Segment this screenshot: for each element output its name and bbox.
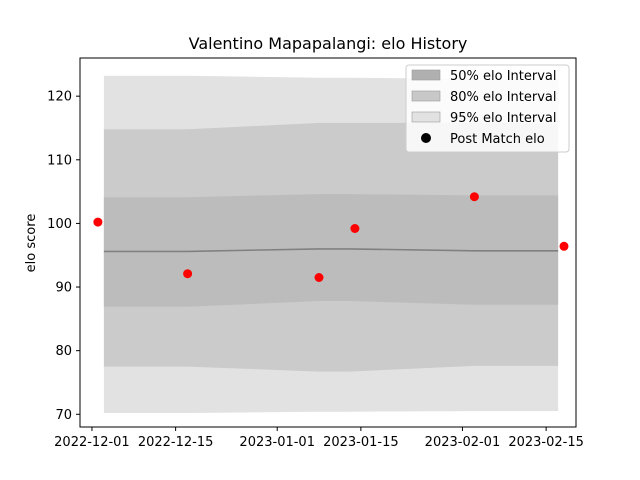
post-match-elo-point xyxy=(559,241,569,251)
legend-swatch-point xyxy=(421,133,431,143)
post-match-elo-point xyxy=(183,269,193,279)
mean-elo-line xyxy=(103,248,559,253)
legend: 50% elo Interval 80% elo Interval 95% elo … xyxy=(405,64,570,153)
legend-label: 95% elo Interval xyxy=(450,111,557,126)
y-tick-label: 80 xyxy=(55,344,72,359)
y-axis-label: elo score xyxy=(24,214,39,273)
post-match-elo-point xyxy=(469,192,479,202)
chart-title: Valentino Mapapalangi: elo History xyxy=(189,34,468,53)
x-tick-label: 2023-01-15 xyxy=(323,435,399,450)
x-tick-label: 2022-12-15 xyxy=(138,435,214,450)
interval-band-2 xyxy=(103,194,559,307)
post-match-elo-point xyxy=(350,224,360,233)
y-tick-label: 90 xyxy=(55,281,72,296)
y-tick-label: 120 xyxy=(47,90,72,105)
legend-label: Post Match elo xyxy=(450,132,545,147)
legend-swatch-band xyxy=(411,69,441,81)
y-tick-label: 100 xyxy=(47,217,72,232)
y-tick-label: 110 xyxy=(47,153,72,168)
post-match-elo-point xyxy=(314,273,324,282)
legend-box xyxy=(405,64,570,153)
legend-label: 50% elo Interval xyxy=(450,69,557,84)
x-tick-label: 2023-02-01 xyxy=(425,435,501,450)
x-tick-label: 2023-02-15 xyxy=(508,435,584,450)
y-tick-label: 70 xyxy=(55,408,72,423)
x-tick-label: 2023-01-01 xyxy=(239,435,315,450)
axes-frame xyxy=(79,57,577,428)
plot-area: 70 80 90 100 110 120 2022-12-01 2022-12-15 2023-… xyxy=(47,57,584,450)
legend-label: 80% elo Interval xyxy=(450,90,557,105)
x-tick-label: 2022-12-01 xyxy=(54,435,130,450)
post-match-elo-point xyxy=(93,217,103,227)
legend-swatch-band xyxy=(411,111,441,123)
legend-swatch-band xyxy=(411,90,441,102)
